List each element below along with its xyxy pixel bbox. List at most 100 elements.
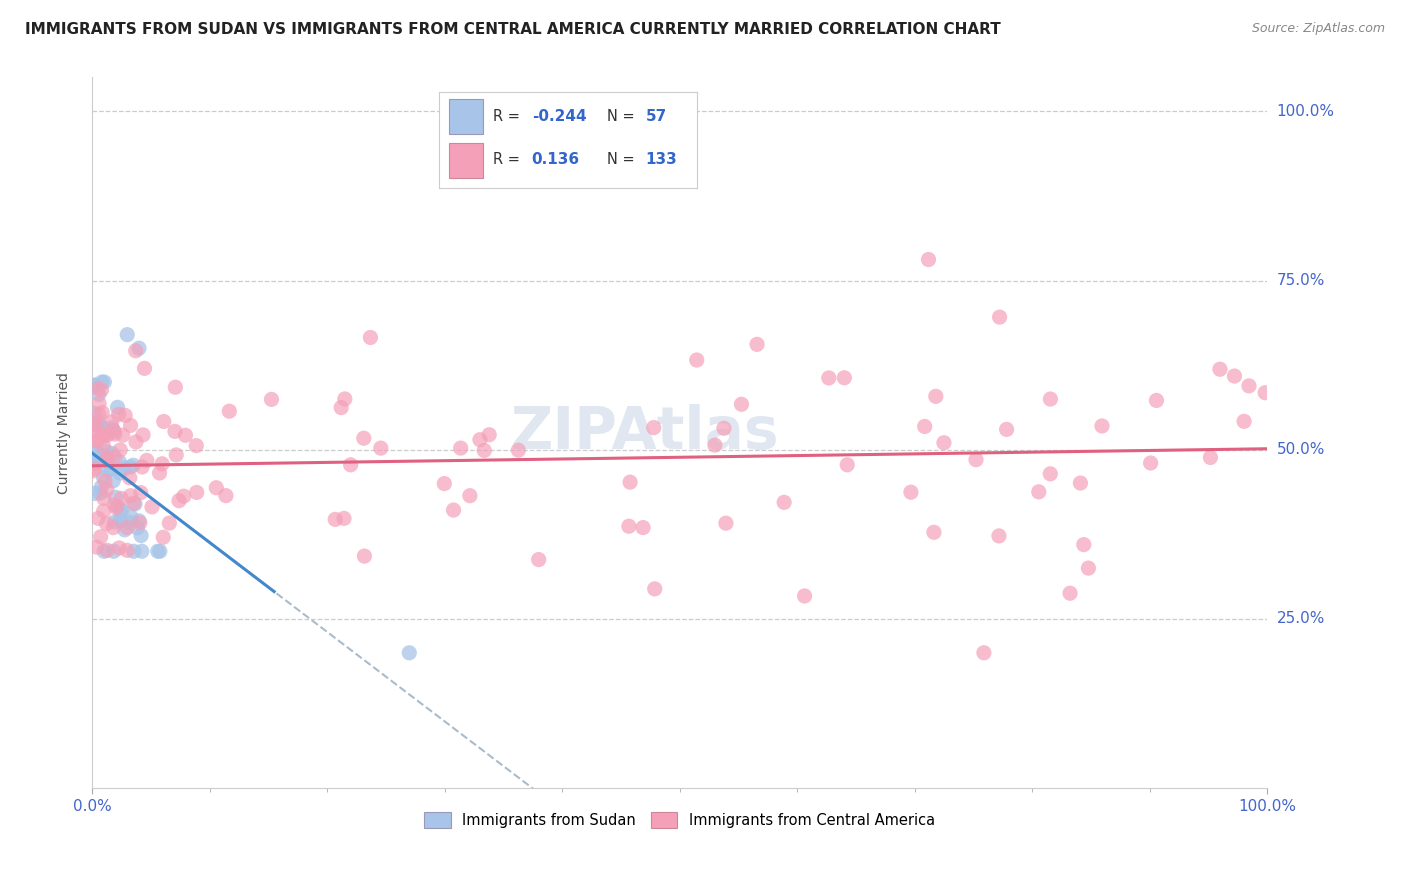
Point xyxy=(110,442,132,457)
Text: ZIPAtlas: ZIPAtlas xyxy=(510,404,779,461)
Point xyxy=(1091,419,1114,434)
Point xyxy=(101,446,124,460)
Point xyxy=(120,418,142,433)
Point xyxy=(115,520,138,534)
Point xyxy=(120,489,142,503)
Point xyxy=(619,475,641,490)
Point xyxy=(965,452,987,467)
Point xyxy=(101,415,124,429)
Point xyxy=(96,428,118,442)
Point xyxy=(114,523,136,537)
Point xyxy=(713,421,735,435)
Point xyxy=(186,439,208,453)
Point xyxy=(988,310,1011,325)
Point xyxy=(97,455,120,469)
Point xyxy=(128,341,150,355)
Text: 100.0%: 100.0% xyxy=(1277,103,1334,119)
Point xyxy=(100,461,122,475)
Y-axis label: Currently Married: Currently Married xyxy=(58,372,72,494)
Point xyxy=(914,419,936,434)
Point xyxy=(86,540,108,554)
Point xyxy=(450,441,472,455)
Point xyxy=(90,480,112,494)
Point xyxy=(129,485,152,500)
Point xyxy=(89,420,111,434)
Point xyxy=(104,427,127,442)
Point xyxy=(135,453,157,467)
Point xyxy=(1254,385,1277,400)
Point xyxy=(86,445,108,459)
Point xyxy=(125,434,148,449)
Point xyxy=(260,392,283,407)
Legend: Immigrants from Sudan, Immigrants from Central America: Immigrants from Sudan, Immigrants from C… xyxy=(419,806,941,834)
Point xyxy=(93,470,115,484)
Point xyxy=(205,481,228,495)
Point xyxy=(105,500,128,515)
Point xyxy=(330,401,353,415)
Point xyxy=(134,361,156,376)
Point xyxy=(87,382,110,396)
Point xyxy=(146,544,169,558)
Point xyxy=(127,521,149,535)
Point xyxy=(90,383,112,397)
Point xyxy=(86,434,108,448)
Point xyxy=(103,423,125,437)
Point xyxy=(96,451,118,466)
Point xyxy=(152,530,174,544)
Point xyxy=(83,456,105,470)
Point xyxy=(117,327,139,342)
Point xyxy=(339,458,361,472)
Point xyxy=(96,444,118,458)
Point xyxy=(103,425,125,439)
Point xyxy=(218,404,240,418)
Point xyxy=(87,387,110,401)
Point xyxy=(93,375,115,389)
Point xyxy=(83,378,105,392)
Point xyxy=(148,466,170,480)
Point xyxy=(149,544,172,558)
Point xyxy=(478,427,501,442)
Point xyxy=(922,525,945,540)
Point xyxy=(87,511,110,525)
Point xyxy=(165,448,187,462)
Point xyxy=(108,541,131,555)
Point xyxy=(730,397,752,411)
Point xyxy=(108,513,131,527)
Point xyxy=(631,520,654,534)
Point xyxy=(108,455,131,469)
Text: 75.0%: 75.0% xyxy=(1277,273,1324,288)
Point xyxy=(333,511,356,525)
Point xyxy=(834,371,856,385)
Point xyxy=(93,491,115,506)
Point xyxy=(1028,484,1050,499)
Point xyxy=(468,433,491,447)
Point xyxy=(1146,393,1168,408)
Point xyxy=(703,438,725,452)
Point xyxy=(86,452,108,467)
Point xyxy=(359,330,381,344)
Point xyxy=(83,486,105,500)
Text: 25.0%: 25.0% xyxy=(1277,611,1324,626)
Point xyxy=(793,589,815,603)
Point xyxy=(107,401,129,415)
Point xyxy=(617,519,640,533)
Point xyxy=(458,489,481,503)
Point xyxy=(110,503,132,517)
Point xyxy=(1069,476,1091,491)
Point xyxy=(433,476,456,491)
Point xyxy=(83,407,105,421)
Point xyxy=(141,500,163,514)
Point xyxy=(103,474,125,488)
Point xyxy=(111,428,134,442)
Point xyxy=(93,504,115,518)
Point xyxy=(120,460,142,475)
Point xyxy=(115,543,138,558)
Point xyxy=(87,416,110,430)
Point xyxy=(995,422,1018,436)
Point xyxy=(173,489,195,503)
Point xyxy=(108,466,131,480)
Point xyxy=(84,378,107,392)
Point xyxy=(118,471,141,485)
Point xyxy=(152,415,174,429)
Point xyxy=(1077,561,1099,575)
